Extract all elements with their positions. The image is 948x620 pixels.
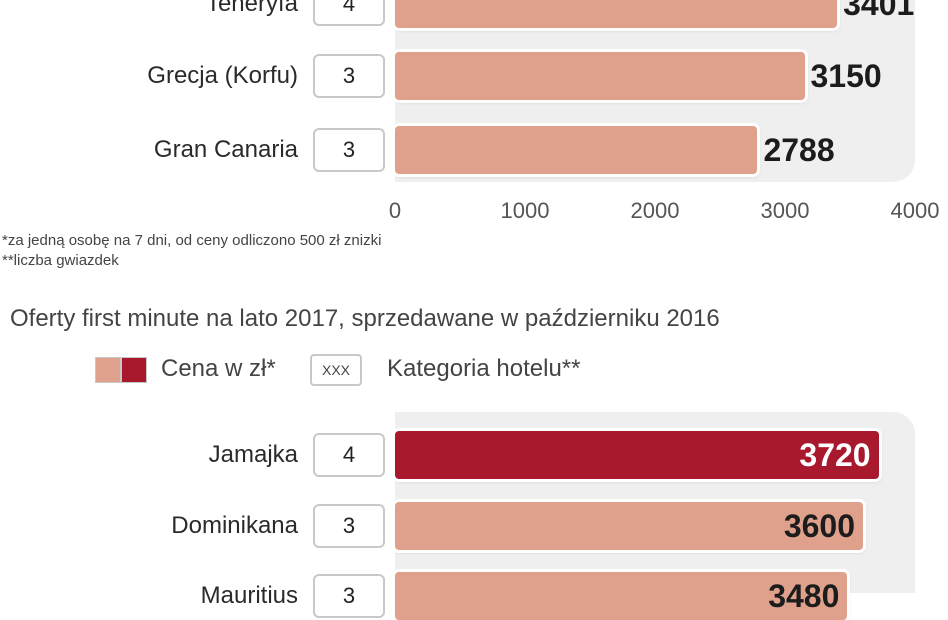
x-tick-label: 3000 — [760, 198, 810, 223]
category-label: Grecja (Korfu) — [147, 62, 298, 89]
bar-value-label: 3600 — [783, 508, 855, 544]
bar-value-label: 3480 — [768, 578, 840, 614]
bar — [395, 0, 838, 28]
legend-stars-box: XXX — [310, 354, 362, 386]
category-label: Dominikana — [171, 512, 298, 539]
bar-value-label: 3401 — [843, 0, 915, 22]
category-label: Jamajka — [208, 441, 298, 468]
category-label: Teneryfa — [205, 0, 298, 17]
legend-price-label: Cena w zł* — [161, 355, 276, 382]
legend-swatch-dark — [121, 357, 147, 383]
x-tick-label: 1000 — [500, 198, 550, 223]
bar — [395, 126, 758, 174]
x-tick-label: 0 — [388, 198, 402, 223]
legend-swatch-light — [95, 357, 121, 383]
stars-box: 4 — [313, 0, 385, 26]
bar-value-label: 3720 — [799, 437, 871, 473]
stars-box: 4 — [313, 433, 385, 477]
chart-title: Oferty first minute na lato 2017, sprzed… — [10, 305, 720, 332]
bar-value-label: 2788 — [763, 132, 835, 168]
category-label: Mauritius — [200, 582, 298, 609]
bar-value-label: 3150 — [810, 58, 882, 94]
stars-box: 3 — [313, 128, 385, 172]
category-label: Gran Canaria — [153, 136, 298, 163]
legend-stars-label: Kategoria hotelu** — [387, 355, 581, 382]
bar — [395, 502, 863, 550]
stars-box: 3 — [313, 574, 385, 618]
x-tick-label: 2000 — [630, 198, 680, 223]
stars-box: 3 — [313, 54, 385, 98]
stars-box: 3 — [313, 504, 385, 548]
bar — [395, 52, 805, 100]
footnote-stars: **liczba gwiazdek — [2, 252, 119, 269]
bar — [395, 431, 879, 479]
x-tick-label: 4000 — [890, 198, 940, 223]
footnote-price: *za jedną osobę na 7 dni, od ceny odlicz… — [2, 232, 382, 249]
